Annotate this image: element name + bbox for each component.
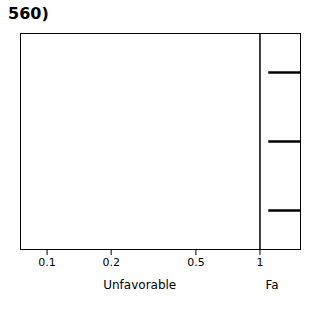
svg-text:Unfavorable: Unfavorable: [103, 278, 176, 292]
html-text:560): 560): [8, 4, 49, 23]
svg-text:0.1: 0.1: [38, 256, 56, 269]
svg-text:0.5: 0.5: [187, 256, 205, 269]
svg-text:1: 1: [256, 256, 263, 269]
svg-text:Fa: Fa: [265, 278, 278, 292]
svg-text:0.2: 0.2: [102, 256, 120, 269]
